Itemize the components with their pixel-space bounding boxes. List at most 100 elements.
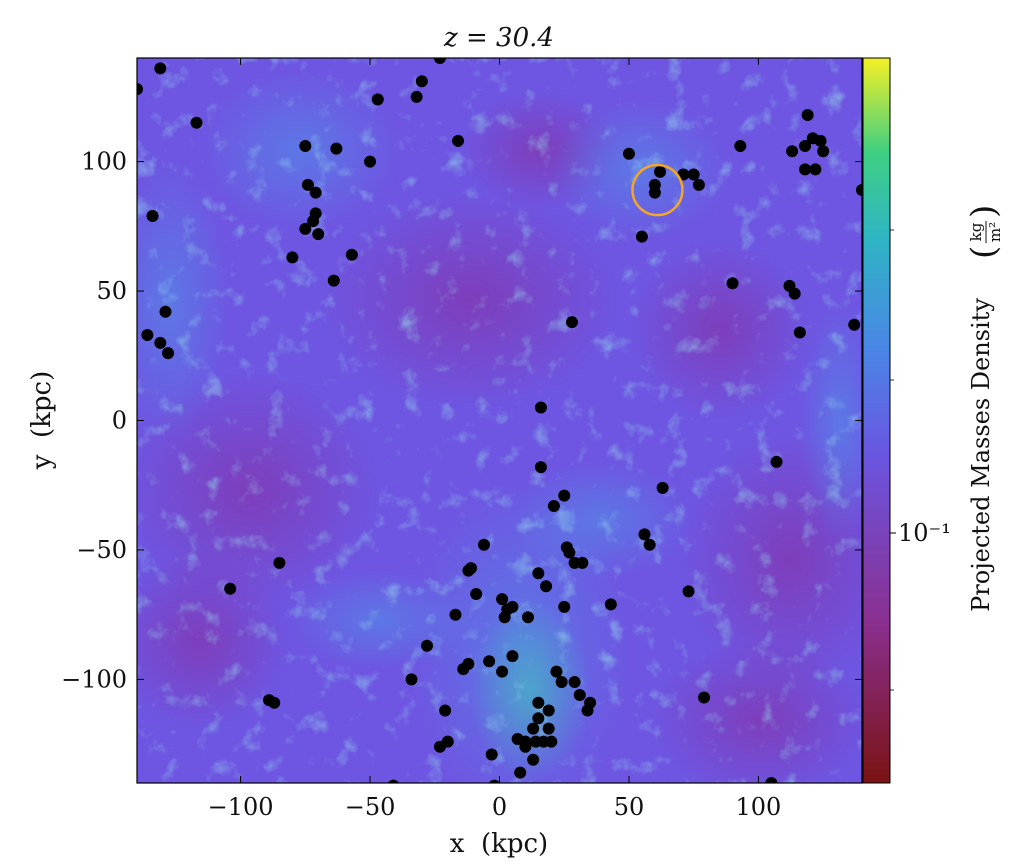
highlight-circle bbox=[631, 163, 684, 217]
halo-point bbox=[540, 580, 553, 593]
halo-point bbox=[307, 215, 320, 228]
halo-point bbox=[496, 593, 509, 606]
halo-point bbox=[449, 608, 462, 621]
halo-point bbox=[371, 93, 384, 106]
halo-point bbox=[529, 735, 542, 748]
halo-point bbox=[581, 704, 594, 717]
halo-point bbox=[527, 753, 540, 766]
halo-point bbox=[814, 134, 827, 147]
halo-point bbox=[439, 704, 452, 717]
halo-markers bbox=[137, 58, 862, 783]
halo-point bbox=[856, 184, 862, 197]
halo-point bbox=[809, 163, 822, 176]
y-axis: −100 −50 0 50 100 bbox=[61, 148, 862, 693]
halo-point bbox=[654, 165, 667, 178]
halo-point bbox=[558, 489, 571, 502]
halo-point bbox=[330, 142, 343, 155]
halo-point bbox=[268, 696, 281, 709]
y-tick-label: 0 bbox=[112, 407, 127, 435]
halo-point bbox=[558, 600, 571, 613]
halo-point bbox=[457, 663, 470, 676]
halo-point bbox=[527, 722, 540, 735]
y-axis-label: y (kpc) bbox=[27, 371, 57, 470]
halo-point bbox=[506, 600, 519, 613]
density-field bbox=[137, 58, 862, 783]
y-tick-label: 50 bbox=[96, 277, 127, 305]
halo-point bbox=[788, 287, 801, 300]
halo-point bbox=[555, 676, 568, 689]
halo-point bbox=[568, 556, 581, 569]
halo-point bbox=[496, 665, 509, 678]
halo-point bbox=[638, 528, 651, 541]
halo-point bbox=[327, 274, 340, 287]
halo-point bbox=[309, 186, 322, 199]
halo-point bbox=[154, 336, 167, 349]
colorbar bbox=[862, 57, 891, 784]
halo-point bbox=[498, 611, 511, 624]
halo-point bbox=[462, 564, 475, 577]
halo-point bbox=[545, 735, 558, 748]
halo-point bbox=[146, 209, 159, 222]
halo-point bbox=[682, 585, 695, 598]
x-tick-label: 50 bbox=[614, 793, 645, 821]
halo-point bbox=[470, 587, 483, 600]
halo-point bbox=[452, 134, 465, 147]
colorbar-unit-denominator: m² bbox=[986, 222, 1004, 242]
colorbar-unit-close-paren: ) bbox=[964, 205, 1004, 218]
halo-point bbox=[159, 305, 172, 318]
halo-point bbox=[154, 62, 167, 75]
halo-point bbox=[534, 461, 547, 474]
halo-point bbox=[656, 481, 669, 494]
halo-point bbox=[698, 691, 711, 704]
colorbar-unit-open-paren: ( bbox=[964, 246, 1004, 259]
halo-point bbox=[726, 277, 739, 290]
halo-point bbox=[415, 75, 428, 88]
colorbar-label: Projected Masses Density bbox=[967, 298, 995, 612]
colorbar-tick-label: 10⁻¹ bbox=[898, 519, 951, 547]
halo-point bbox=[273, 556, 286, 569]
halo-point bbox=[299, 222, 312, 235]
halo-point bbox=[162, 347, 175, 360]
halo-point bbox=[801, 108, 814, 121]
x-tick-label: −50 bbox=[345, 793, 396, 821]
halo-point bbox=[286, 251, 299, 264]
halo-point bbox=[137, 83, 143, 96]
halo-point bbox=[433, 58, 446, 64]
chart-title: z = 30.4 bbox=[443, 23, 554, 53]
halo-point bbox=[817, 145, 830, 158]
halo-point bbox=[563, 546, 576, 559]
x-tick-label: 100 bbox=[736, 793, 782, 821]
halo-point bbox=[566, 316, 578, 329]
x-tick-label: −100 bbox=[208, 793, 274, 821]
halo-point bbox=[532, 712, 545, 725]
halo-point bbox=[622, 147, 635, 160]
halo-point bbox=[643, 538, 656, 551]
halo-point bbox=[635, 230, 648, 243]
halo-point bbox=[301, 178, 314, 191]
halo-point bbox=[511, 732, 524, 745]
halo-point bbox=[573, 688, 586, 701]
halo-point bbox=[542, 704, 555, 717]
colorbar-label-group: Projected Masses Density ( kg m² ) bbox=[964, 205, 1004, 612]
halo-point bbox=[799, 163, 812, 176]
halo-point bbox=[547, 499, 560, 512]
halo-point bbox=[485, 748, 498, 761]
x-axis-label: x (kpc) bbox=[450, 829, 548, 859]
halo-point bbox=[519, 740, 532, 753]
halo-point bbox=[542, 722, 555, 735]
halo-point bbox=[477, 538, 490, 551]
halo-point bbox=[648, 186, 661, 199]
halo-point bbox=[141, 329, 154, 342]
halo-point bbox=[387, 779, 399, 783]
y-tick-label: 100 bbox=[81, 148, 127, 176]
halo-point bbox=[521, 611, 534, 624]
halo-point bbox=[433, 740, 446, 753]
halo-point bbox=[364, 155, 377, 168]
halo-point bbox=[848, 318, 861, 331]
halo-point bbox=[770, 455, 783, 468]
colorbar-unit-numerator: kg bbox=[967, 222, 985, 241]
halo-point bbox=[568, 676, 581, 689]
halo-point bbox=[224, 582, 237, 595]
halo-point bbox=[410, 90, 423, 103]
